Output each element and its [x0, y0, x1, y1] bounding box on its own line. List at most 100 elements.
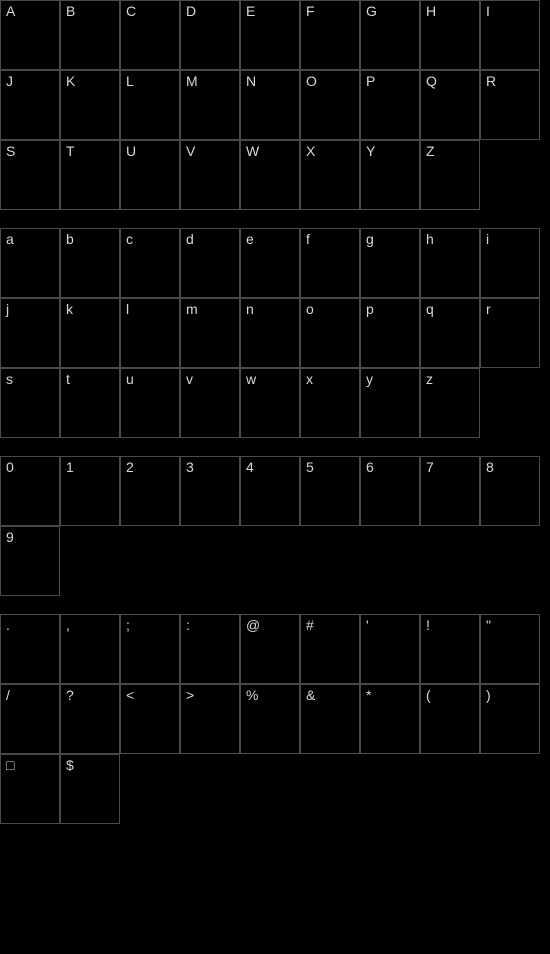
glyph-cell: D — [180, 0, 240, 70]
glyph-label: r — [486, 302, 491, 316]
glyph-label: 7 — [426, 460, 434, 474]
glyph-label: 0 — [6, 460, 14, 474]
glyph-cell: g — [360, 228, 420, 298]
glyph-cell: 1 — [60, 456, 120, 526]
glyph-cell: ) — [480, 684, 540, 754]
glyph-cell: 8 — [480, 456, 540, 526]
glyph-label: B — [66, 4, 75, 18]
glyph-cell: * — [360, 684, 420, 754]
glyph-cell: M — [180, 70, 240, 140]
glyph-cell: i — [480, 228, 540, 298]
glyph-label: T — [66, 144, 75, 158]
glyph-label: d — [186, 232, 194, 246]
glyph-label: H — [426, 4, 436, 18]
glyph-label: U — [126, 144, 136, 158]
glyph-label: s — [6, 372, 13, 386]
glyph-label: ' — [366, 618, 369, 632]
glyph-cell: c — [120, 228, 180, 298]
glyph-label: , — [66, 618, 70, 632]
glyph-label: p — [366, 302, 374, 316]
glyph-cell: u — [120, 368, 180, 438]
glyph-group-uppercase: ABCDEFGHIJKLMNOPQRSTUVWXYZ — [0, 0, 540, 210]
glyph-label: : — [186, 618, 190, 632]
glyph-label: & — [306, 688, 315, 702]
glyph-cell: C — [120, 0, 180, 70]
glyph-label: □ — [6, 758, 14, 772]
glyph-label: S — [6, 144, 15, 158]
glyph-label: e — [246, 232, 254, 246]
glyph-cell: w — [240, 368, 300, 438]
glyph-cell: m — [180, 298, 240, 368]
glyph-cell: s — [0, 368, 60, 438]
glyph-label: n — [246, 302, 254, 316]
glyph-cell: x — [300, 368, 360, 438]
glyph-label: ! — [426, 618, 430, 632]
glyph-cell: # — [300, 614, 360, 684]
glyph-label: m — [186, 302, 198, 316]
glyph-cell: & — [300, 684, 360, 754]
glyph-label: Y — [366, 144, 375, 158]
glyph-label: N — [246, 74, 256, 88]
glyph-cell: @ — [240, 614, 300, 684]
glyph-cell: 6 — [360, 456, 420, 526]
glyph-label: P — [366, 74, 375, 88]
glyph-label: Z — [426, 144, 435, 158]
glyph-label: 3 — [186, 460, 194, 474]
glyph-cell: W — [240, 140, 300, 210]
glyph-cell: r — [480, 298, 540, 368]
glyph-cell: Z — [420, 140, 480, 210]
glyph-cell: Y — [360, 140, 420, 210]
glyph-cell: N — [240, 70, 300, 140]
glyph-label: K — [66, 74, 75, 88]
glyph-cell: Q — [420, 70, 480, 140]
glyph-cell: n — [240, 298, 300, 368]
glyph-label: t — [66, 372, 70, 386]
glyph-label: E — [246, 4, 255, 18]
glyph-label: / — [6, 688, 10, 702]
glyph-cell: L — [120, 70, 180, 140]
glyph-cell: " — [480, 614, 540, 684]
glyph-cell: R — [480, 70, 540, 140]
glyph-cell: / — [0, 684, 60, 754]
glyph-label: $ — [66, 758, 74, 772]
glyph-cell: k — [60, 298, 120, 368]
glyph-cell: j — [0, 298, 60, 368]
glyph-label: 1 — [66, 460, 74, 474]
glyph-label: z — [426, 372, 433, 386]
glyph-label: R — [486, 74, 496, 88]
glyph-cell: P — [360, 70, 420, 140]
glyph-cell: 2 — [120, 456, 180, 526]
glyph-label: ( — [426, 688, 431, 702]
glyph-label: F — [306, 4, 315, 18]
glyph-cell: A — [0, 0, 60, 70]
glyph-group-symbols: .,;:@#'!"/?<>%&*()□$ — [0, 614, 540, 824]
glyph-label: x — [306, 372, 313, 386]
glyph-label: ; — [126, 618, 130, 632]
glyph-label: # — [306, 618, 314, 632]
glyph-cell: □ — [0, 754, 60, 824]
glyph-label: @ — [246, 618, 260, 632]
glyph-label: L — [126, 74, 134, 88]
glyph-cell: % — [240, 684, 300, 754]
glyph-label: w — [246, 372, 256, 386]
glyph-label: a — [6, 232, 14, 246]
glyph-label: M — [186, 74, 198, 88]
glyph-cell: l — [120, 298, 180, 368]
glyph-cell: ( — [420, 684, 480, 754]
glyph-cell: . — [0, 614, 60, 684]
glyph-map-container: ABCDEFGHIJKLMNOPQRSTUVWXYZabcdefghijklmn… — [0, 0, 550, 824]
glyph-cell: $ — [60, 754, 120, 824]
glyph-cell: H — [420, 0, 480, 70]
glyph-cell: p — [360, 298, 420, 368]
glyph-cell: > — [180, 684, 240, 754]
glyph-cell: ; — [120, 614, 180, 684]
glyph-label: 4 — [246, 460, 254, 474]
glyph-label: Q — [426, 74, 437, 88]
glyph-label: l — [126, 302, 129, 316]
glyph-cell: X — [300, 140, 360, 210]
glyph-cell: h — [420, 228, 480, 298]
glyph-cell: ? — [60, 684, 120, 754]
glyph-cell: F — [300, 0, 360, 70]
glyph-label: y — [366, 372, 373, 386]
glyph-cell: b — [60, 228, 120, 298]
